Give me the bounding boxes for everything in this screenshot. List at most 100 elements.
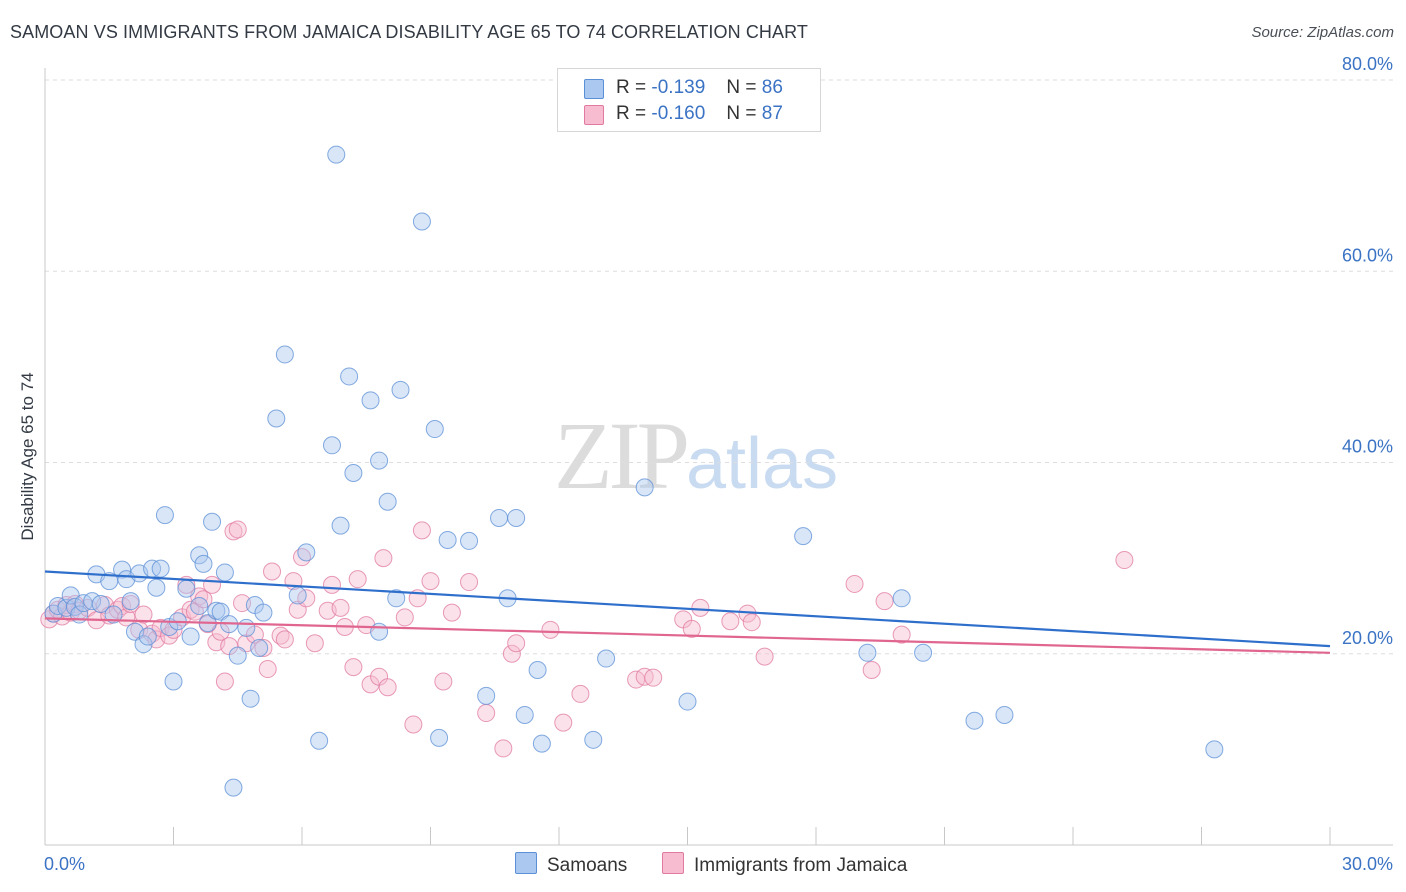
samoan-point: [177, 579, 196, 598]
samoan-point: [190, 546, 209, 565]
stats-legend-text: R = -0.160 N = 87: [616, 103, 783, 125]
jamaica-point: [421, 572, 440, 591]
samoan-point: [228, 646, 247, 665]
samoan-point: [678, 692, 697, 711]
jamaica-point: [742, 613, 761, 632]
samoan-point: [331, 516, 350, 535]
samoan-point: [147, 578, 166, 597]
y-tick-label: 80.0%: [1342, 54, 1393, 74]
n-label: N =: [726, 77, 757, 98]
jamaica-point: [344, 658, 363, 677]
samoan-point: [635, 478, 654, 497]
n-value: 87: [761, 103, 783, 124]
samoan-point: [391, 380, 410, 399]
n-value: 86: [761, 77, 783, 98]
stats-legend: R = -0.139 N = 86 R = -0.160 N = 87: [557, 68, 821, 132]
samoan-point: [164, 672, 183, 691]
y-tick-label: 20.0%: [1342, 628, 1393, 648]
samoan-point: [892, 589, 911, 608]
r-label: R =: [616, 77, 647, 98]
samoan-point: [490, 508, 509, 527]
samoan-point: [138, 627, 157, 646]
samoan-point: [914, 643, 933, 662]
watermark-atlas: atlas: [686, 424, 839, 504]
samoan-point: [322, 436, 341, 455]
y-tick-label: 40.0%: [1342, 437, 1393, 457]
jamaica-swatch: [584, 105, 604, 125]
jamaica-legend-label: Immigrants from Jamaica: [694, 855, 908, 876]
jamaica-point: [682, 619, 701, 638]
jamaica-point: [322, 575, 341, 594]
samoan-point: [965, 711, 984, 730]
y-axis-title: Disability Age 65 to 74: [18, 372, 37, 540]
samoan-point: [194, 554, 213, 573]
samoan-point: [584, 730, 603, 749]
samoan-point: [460, 531, 479, 550]
jamaica-point: [1115, 551, 1134, 570]
samoan-point: [275, 345, 294, 364]
samoan-point: [507, 508, 526, 527]
samoan-point: [224, 778, 243, 797]
samoan-point: [181, 627, 200, 646]
jamaica-point: [892, 625, 911, 644]
samoan-point: [267, 409, 286, 428]
jamaica-point: [404, 715, 423, 734]
jamaica-point: [494, 739, 513, 758]
trend-layer: [44, 570, 1331, 654]
jamaica-point: [502, 644, 521, 663]
jamaica-point: [460, 573, 479, 592]
bottom-legend-jamaica: Immigrants from Jamaica: [662, 852, 907, 878]
samoan-point: [250, 639, 269, 658]
jamaica-point: [875, 592, 894, 611]
jamaica-point: [507, 634, 526, 653]
jamaica-point: [477, 704, 496, 723]
samoan-point: [91, 595, 110, 614]
jamaica-point: [644, 668, 663, 687]
jamaica-point: [331, 598, 350, 617]
samoan-point: [597, 649, 616, 668]
samoan-point: [425, 420, 444, 439]
jamaica-point: [258, 660, 277, 679]
jamaica-point: [275, 630, 294, 649]
samoan-point: [1205, 740, 1224, 759]
jamaica-point: [554, 713, 573, 732]
x-tick-label: 30.0%: [1342, 854, 1393, 874]
samoan-point: [237, 618, 256, 637]
jamaica-point: [395, 608, 414, 627]
chart-title: SAMOAN VS IMMIGRANTS FROM JAMAICA DISABI…: [10, 22, 809, 42]
jamaica-point: [755, 647, 774, 666]
jamaica-point: [228, 520, 247, 539]
points-layer: [40, 145, 1224, 797]
jamaica-point: [263, 562, 282, 581]
samoans-swatch: [584, 79, 604, 99]
samoan-point: [858, 643, 877, 662]
axis-layer: [44, 68, 1393, 846]
samoan-point: [254, 603, 273, 622]
jamaica-point: [691, 598, 710, 617]
r-value: -0.139: [651, 77, 706, 98]
jamaica-point: [215, 672, 234, 691]
samoan-point: [327, 145, 346, 164]
watermark-zip: ZIP: [554, 402, 690, 509]
samoan-point: [361, 391, 380, 410]
jamaica-point: [203, 575, 222, 594]
jamaica-trend-line: [44, 617, 1331, 654]
samoan-point: [477, 686, 496, 705]
jamaica-point: [541, 620, 560, 639]
samoan-point: [378, 492, 397, 511]
jamaica-point: [254, 639, 273, 658]
samoan-point: [794, 527, 813, 546]
samoan-point: [528, 661, 547, 680]
samoan-point: [190, 596, 209, 615]
samoan-point: [241, 689, 260, 708]
jamaica-point: [862, 661, 881, 680]
jamaica-point: [134, 605, 153, 624]
samoan-point: [297, 543, 316, 562]
y-tick-label: 60.0%: [1342, 245, 1393, 265]
r-value: -0.160: [651, 103, 706, 124]
jamaica-point: [305, 634, 324, 653]
jamaica-point: [434, 672, 453, 691]
samoan-point: [288, 586, 307, 605]
samoans-legend-label: Samoans: [547, 855, 628, 876]
